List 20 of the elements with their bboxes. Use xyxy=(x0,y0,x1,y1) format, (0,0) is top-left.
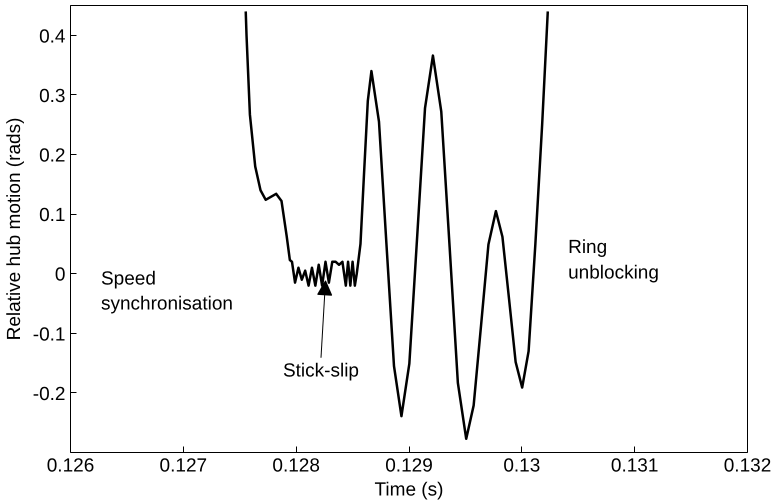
x-tick-label: 0.126 xyxy=(46,456,94,476)
y-tick-label: 0.2 xyxy=(39,146,66,166)
x-tick-label: 0.129 xyxy=(385,456,433,476)
y-tick-label: 0.3 xyxy=(39,86,66,107)
y-tick-label: -0.1 xyxy=(32,324,66,346)
x-tick-label: 0.128 xyxy=(272,456,320,476)
annotation: Ring unblocking xyxy=(568,237,659,284)
annotation: Stick-slip xyxy=(282,360,359,382)
x-axis-title: Time (s) xyxy=(374,480,444,500)
x-tick-label: 0.131 xyxy=(610,456,658,476)
line-series xyxy=(244,10,550,440)
y-tick-label: 0.4 xyxy=(39,26,66,48)
x-tick-label: 0.132 xyxy=(724,456,772,476)
y-tick-label: -0.2 xyxy=(32,384,66,405)
y-tick-label: 0.1 xyxy=(39,205,66,226)
x-tick-label: 0.127 xyxy=(160,456,208,476)
annotation: Speed synchronisation xyxy=(100,268,233,315)
x-tick-label: 0.13 xyxy=(503,456,540,476)
y-axis-title: Relative hub motion (rads) xyxy=(4,118,25,340)
y-tick-label: 0 xyxy=(54,264,66,286)
